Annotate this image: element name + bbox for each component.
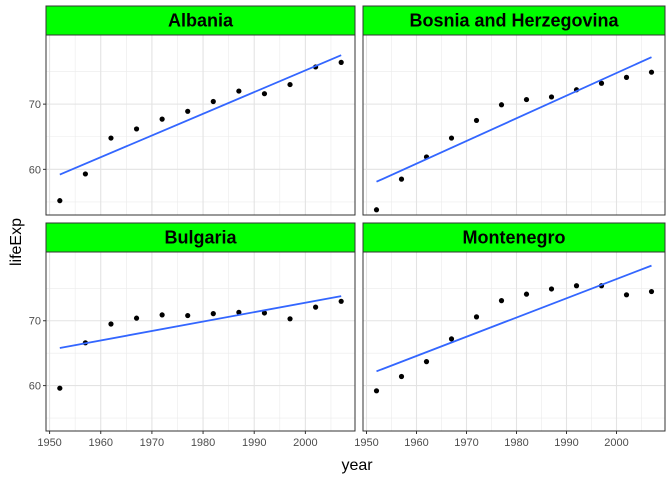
data-point — [373, 388, 380, 394]
data-point — [133, 315, 140, 321]
data-point — [648, 69, 655, 75]
trend-line — [59, 54, 342, 176]
data-point — [185, 108, 191, 114]
data-point — [623, 292, 630, 298]
facet-strip-title: Albania — [168, 11, 234, 31]
data-point — [373, 207, 380, 213]
data-point — [57, 198, 63, 204]
y-axis-title: lifeExp — [8, 218, 25, 266]
data-point — [261, 91, 268, 97]
x-tick-label: 1960 — [88, 437, 112, 449]
x-tick-label: 1950 — [37, 437, 61, 449]
facet-panel-2: Bosnia and Herzegovina — [362, 5, 666, 216]
data-point — [210, 98, 216, 105]
x-tick-label: 1990 — [554, 437, 578, 449]
facet-strip — [45, 222, 356, 253]
facet-strip-title: Bosnia and Herzegovina — [409, 11, 619, 31]
data-point — [133, 126, 140, 132]
data-point — [573, 283, 580, 289]
x-tick-label: 1950 — [354, 437, 378, 449]
panel-border — [45, 251, 356, 432]
data-point — [210, 311, 216, 317]
data-point — [338, 59, 344, 65]
data-point — [623, 74, 630, 80]
data-point — [548, 286, 555, 292]
data-point — [313, 304, 319, 310]
data-point — [57, 385, 63, 391]
y-tick-label: 60 — [29, 381, 41, 393]
x-tick-label: 1970 — [454, 437, 478, 449]
facet-panels: Albania Bosnia and Herzegovina Bulgaria Mon… — [45, 5, 666, 432]
facet-strip — [45, 5, 356, 36]
facet-strip-title: Montenegro — [463, 228, 566, 248]
plot-background — [46, 35, 355, 215]
data-point — [236, 88, 242, 94]
data-point — [398, 373, 405, 380]
data-point — [423, 359, 430, 365]
facet-strip — [362, 5, 666, 36]
data-point — [287, 316, 293, 322]
data-point — [648, 288, 655, 295]
x-tick-label: 1980 — [504, 437, 528, 449]
data-point — [82, 171, 88, 177]
axes: 60 70 60 70 1950 1960 1970 1980 1990 2000 1950 1960… — [29, 99, 629, 449]
data-point — [548, 94, 555, 100]
gridlines — [363, 252, 665, 431]
y-tick-label: 70 — [29, 316, 41, 328]
data-point — [287, 81, 293, 88]
facet-strip — [362, 222, 666, 253]
data-point — [261, 310, 268, 316]
data-point — [523, 291, 530, 297]
data-points — [373, 69, 655, 213]
x-tick-label: 1970 — [140, 437, 164, 449]
panel-border — [362, 34, 666, 216]
facet-panel-3: Bulgaria — [45, 222, 356, 432]
plot-background — [363, 35, 665, 215]
data-point — [236, 309, 242, 315]
data-point — [498, 298, 505, 304]
trend-line — [59, 295, 342, 349]
data-point — [159, 116, 165, 122]
data-point — [498, 102, 505, 108]
plot-background — [363, 252, 665, 431]
x-tick-label: 1990 — [242, 437, 266, 449]
data-point — [473, 314, 480, 320]
x-tick-label: 2000 — [604, 437, 628, 449]
x-axis-title: year — [341, 457, 373, 474]
data-point — [448, 336, 455, 342]
data-point — [159, 312, 165, 318]
gridlines — [46, 35, 355, 215]
facet-strip-title: Bulgaria — [164, 228, 237, 248]
x-tick-label: 1980 — [191, 437, 215, 449]
y-tick-label: 60 — [29, 164, 41, 176]
data-point — [473, 117, 480, 124]
data-point — [108, 321, 114, 327]
y-tick-label: 70 — [29, 99, 41, 111]
x-tick-label: 1960 — [404, 437, 428, 449]
trend-line — [376, 56, 652, 183]
data-points — [57, 298, 344, 391]
x-tick-label: 2000 — [293, 437, 317, 449]
data-point — [598, 80, 605, 86]
gridlines — [46, 252, 355, 431]
panel-border — [362, 251, 666, 432]
data-point — [398, 176, 405, 182]
facet-panel-4: Montenegro — [362, 222, 666, 432]
data-point — [338, 298, 344, 304]
panel-border — [45, 34, 356, 216]
data-point — [523, 96, 530, 103]
data-point — [108, 135, 114, 141]
facet-panel-1: Albania — [45, 5, 356, 216]
gridlines — [363, 35, 665, 215]
data-point — [185, 312, 191, 319]
data-point — [448, 135, 455, 141]
trend-line — [376, 264, 652, 373]
